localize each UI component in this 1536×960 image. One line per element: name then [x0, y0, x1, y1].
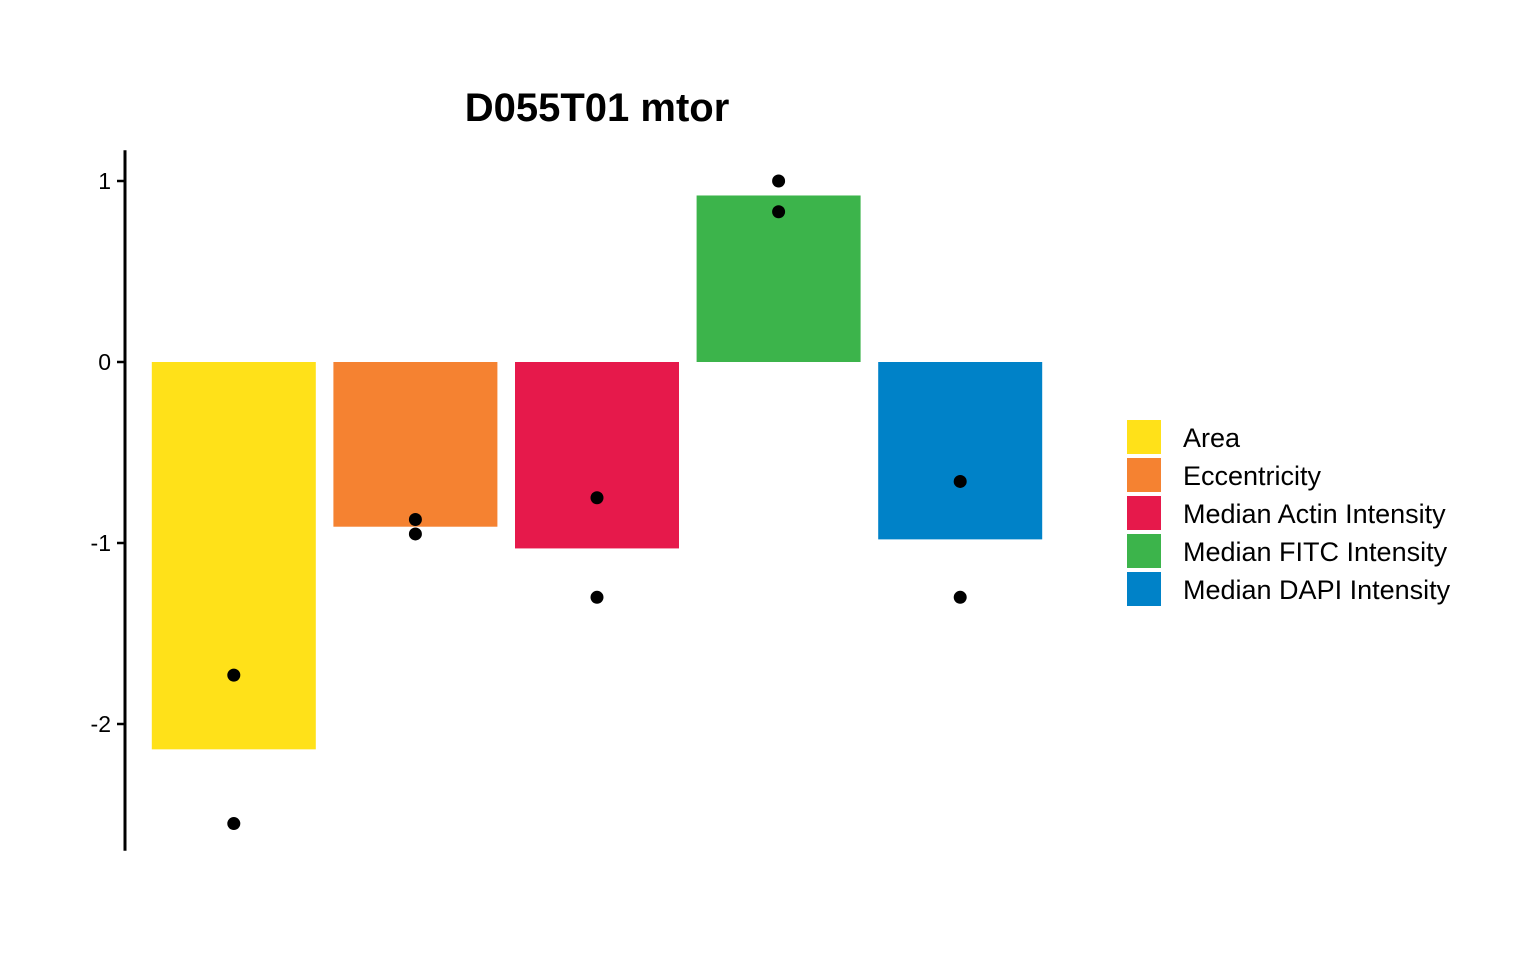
legend-swatch	[1127, 420, 1161, 454]
data-point	[953, 474, 967, 488]
legend-swatch	[1127, 534, 1161, 568]
legend-label: Median DAPI Intensity	[1183, 575, 1451, 605]
y-tick-label: -2	[91, 711, 111, 737]
data-point	[227, 668, 241, 682]
data-point	[772, 174, 786, 188]
bar	[151, 362, 316, 750]
legend-swatch	[1127, 496, 1161, 530]
legend-label: Median Actin Intensity	[1183, 499, 1446, 529]
bars	[151, 195, 1043, 750]
data-point	[590, 491, 604, 505]
data-point	[408, 527, 422, 541]
bar	[515, 362, 679, 549]
y-tick-label: -1	[91, 530, 111, 556]
chart-title: D055T01 mtor	[465, 86, 730, 130]
data-point	[408, 512, 422, 526]
y-tick-label: 0	[98, 349, 111, 375]
data-point	[953, 590, 967, 604]
bar	[878, 362, 1043, 540]
bar	[696, 195, 861, 362]
data-point	[227, 817, 241, 831]
legend-label: Median FITC Intensity	[1183, 537, 1448, 567]
data-point	[590, 590, 604, 604]
legend-label: Eccentricity	[1183, 461, 1322, 491]
legend-label: Area	[1183, 423, 1241, 453]
data-points	[227, 174, 967, 831]
legend: Area Eccentricity Median Actin Intensity Me…	[1127, 420, 1451, 606]
y-axis: 1 0 -1 -2	[91, 150, 127, 851]
legend-swatch	[1127, 572, 1161, 606]
bar	[333, 362, 498, 527]
legend-swatch	[1127, 458, 1161, 492]
y-tick-label: 1	[98, 168, 111, 194]
data-point	[772, 205, 786, 219]
